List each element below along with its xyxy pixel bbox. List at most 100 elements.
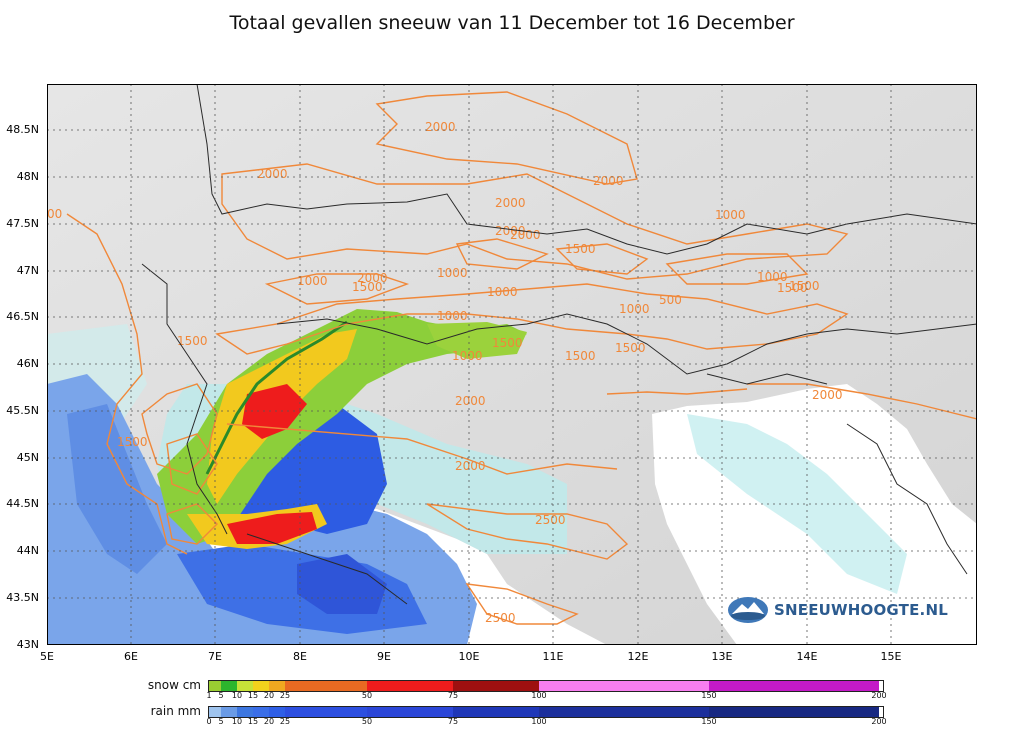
contour-label: 1500	[777, 281, 808, 295]
contour-label: 1000	[619, 302, 650, 316]
snow-legend-title: snow cm	[147, 678, 201, 692]
snow-scale-swatch	[209, 681, 221, 691]
snow-scale-tick: 5	[218, 691, 224, 700]
rain-legend: rain mm 0 5 10 15 20 25 50 75 100 150 200	[0, 704, 1024, 728]
snow-scale-swatch	[285, 681, 367, 691]
contour-label: 1500	[177, 334, 208, 348]
contour-label: 2000	[357, 271, 388, 285]
contour-label: 1500	[565, 242, 596, 256]
rain-scale-swatch	[269, 707, 285, 717]
contour-label: 2000	[812, 388, 843, 402]
rain-scale-tick: 25	[279, 717, 291, 726]
rain-legend-title: rain mm	[150, 704, 201, 718]
lat-label: 47.5N	[6, 217, 39, 230]
contour-label: 2000	[495, 196, 526, 210]
snow-scale-swatch	[539, 681, 709, 691]
rain-scale-swatch	[453, 707, 539, 717]
contour-label: 1000	[452, 349, 483, 363]
snow-scale-tick: 25	[279, 691, 291, 700]
brand-name: SNEEUWHOOGTE.NL	[774, 601, 948, 619]
contour-label: 2000	[495, 224, 526, 238]
rain-scale-tick: 75	[447, 717, 459, 726]
contour-label: 1000	[757, 270, 788, 284]
lon-label: 9E	[377, 650, 391, 663]
lat-label: 46N	[16, 357, 39, 370]
snow-scale-swatch	[269, 681, 285, 691]
snow-legend: snow cm 1 5 10 15 20 25 50 75 100 150 200	[0, 678, 1024, 702]
contour-label: 1000	[715, 208, 746, 222]
lon-label: 6E	[124, 650, 138, 663]
lat-label: 45N	[16, 451, 39, 464]
lon-label: 7E	[208, 650, 222, 663]
contour-label: 2500	[485, 611, 516, 625]
contour-label: 1000	[487, 285, 518, 299]
rain-scale-tick: 15	[247, 717, 259, 726]
contour-label: 1500	[492, 336, 523, 350]
contour-label: 2000	[455, 394, 486, 408]
rain-scale-tick: 50	[361, 717, 373, 726]
rain-color-scale	[208, 706, 884, 718]
rain-scale-swatch	[253, 707, 269, 717]
map-title: Totaal gevallen sneeuw van 11 December t…	[229, 12, 795, 34]
rain-scale-swatch	[285, 707, 367, 717]
snow-scale-swatch	[453, 681, 539, 691]
country-borders	[141, 83, 978, 605]
rain-scale-tick: 5	[218, 717, 224, 726]
contour-label: 2000	[510, 228, 541, 242]
contour-label: 1000	[297, 274, 328, 288]
contour-label: 1500	[352, 280, 383, 294]
contour-label: 2000	[593, 174, 624, 188]
rain-scale-tick: 200	[871, 717, 887, 726]
snow-scale-tick: 150	[701, 691, 717, 700]
lon-label: 15E	[880, 650, 902, 663]
snow-scale-swatch	[237, 681, 253, 691]
snow-scale-tick: 50	[361, 691, 373, 700]
snow-scale-tick: 75	[447, 691, 459, 700]
mountain-globe-icon	[728, 597, 768, 623]
rain-scale-swatch	[367, 707, 453, 717]
rain-scale-tick: 100	[531, 717, 547, 726]
contour-label: 500	[659, 293, 682, 307]
map-frame	[47, 84, 977, 645]
snow-scale-tick: 15	[247, 691, 259, 700]
rain-scale-swatch	[221, 707, 237, 717]
lat-label: 47N	[16, 264, 39, 277]
snow-scale-swatch	[709, 681, 879, 691]
snow-scale-tick: 20	[263, 691, 275, 700]
contour-label: 1500	[565, 349, 596, 363]
contour-label: 1500	[789, 279, 820, 293]
map-canvas: 2000 2000 2000 2000 2000 2000 2000 2000 …	[47, 83, 978, 645]
lon-label: 12E	[627, 650, 649, 663]
snow-color-scale	[208, 680, 884, 692]
snow-scale-swatch	[253, 681, 269, 691]
lat-label: 45.5N	[6, 404, 39, 417]
snow-map: 2000 2000 2000 2000 2000 2000 2000 2000 …	[47, 83, 978, 645]
snow-scale-swatch	[221, 681, 237, 691]
contour-label: 2000	[425, 120, 456, 134]
snow-scale-tick: 100	[531, 691, 547, 700]
lon-label: 10E	[458, 650, 480, 663]
lon-label: 11E	[542, 650, 564, 663]
rain-scale-swatch	[539, 707, 709, 717]
rain-scale-tick: 10	[231, 717, 243, 726]
contour-label: 2000	[455, 459, 486, 473]
lat-label: 44N	[16, 544, 39, 557]
rain-scale-tick: 0	[206, 717, 212, 726]
rain-scale-tick: 20	[263, 717, 275, 726]
contour-label: 1500	[615, 341, 646, 355]
lon-label: 13E	[711, 650, 733, 663]
snow-scale-tick: 10	[231, 691, 243, 700]
rain-scale-swatch	[209, 707, 221, 717]
lon-label: 8E	[293, 650, 307, 663]
snow-scale-swatch	[367, 681, 453, 691]
contour-label: 2000	[257, 167, 288, 181]
contour-lines	[66, 91, 978, 625]
lon-label: 5E	[40, 650, 54, 663]
rain-scale-swatch	[709, 707, 879, 717]
contour-label: 00	[47, 207, 62, 221]
graticule	[47, 84, 977, 645]
lat-label: 44.5N	[6, 497, 39, 510]
lat-label: 43N	[16, 638, 39, 651]
lat-label: 46.5N	[6, 310, 39, 323]
brand-logo[interactable]: SNEEUWHOOGTE.NL	[726, 592, 948, 628]
